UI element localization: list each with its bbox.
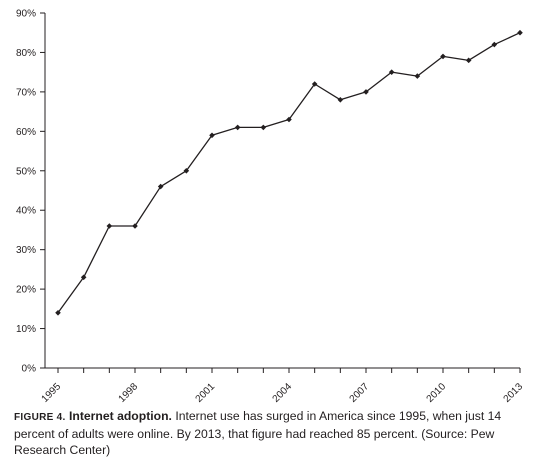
data-point-marker [440,53,446,60]
series-line [57,32,521,314]
x-tick-label: 1998 [117,381,141,405]
y-tick-label: 90% [16,9,36,20]
line-chart: 0% 10% 20% 30% 40% 50% 60% 70% 80% 90% 1995 1998 20… [16,9,526,405]
figure-title: Internet adoption. [69,409,172,423]
y-tick-label: 10% [16,324,36,335]
y-tick-label: 70% [16,87,36,98]
y-tick-label: 30% [16,245,36,256]
data-point-marker [106,223,113,229]
data-point-marker [337,96,344,103]
data-point-marker [286,116,292,123]
data-point-marker [183,167,190,174]
x-axis: 1995 1998 2001 2004 2007 2010 2013 [40,367,526,405]
y-tick-label: 20% [16,285,36,296]
x-tick-label: 1995 [40,381,64,405]
data-point-marker [260,124,267,131]
x-tick-label: 2007 [348,381,372,405]
data-point-marker [414,73,421,79]
data-point-marker [388,69,395,75]
y-tick-label: 0% [22,364,37,375]
y-tick-label: 60% [16,127,36,138]
data-point-marker [465,57,472,64]
data-point-marker [517,29,523,36]
data-point-marker [80,274,87,281]
y-axis: 0% 10% 20% 30% 40% 50% 60% 70% 80% 90% [16,9,46,375]
data-point-marker [209,132,215,139]
y-tick-label: 80% [16,48,36,59]
x-tick-label: 2004 [271,381,295,405]
y-tick-label: 50% [16,166,36,177]
data-point-marker [311,81,318,87]
x-tick-label: 2001 [194,381,218,405]
data-point-marker [157,183,164,190]
series-internet-adoption [55,29,523,316]
y-tick-label: 40% [16,206,36,217]
data-point-marker [234,124,241,131]
figure-caption-text: Internet use has surged in America since… [14,409,502,457]
data-point-marker [363,89,369,95]
x-tick-label: 2010 [425,381,449,405]
data-point-marker [491,41,498,48]
figure-caption: FIGURE 4. Internet adoption. Internet us… [14,408,534,458]
data-point-marker [132,223,138,229]
data-point-marker [55,309,61,316]
x-tick-label: 2013 [502,381,526,405]
figure-label: FIGURE 4. [14,412,66,423]
